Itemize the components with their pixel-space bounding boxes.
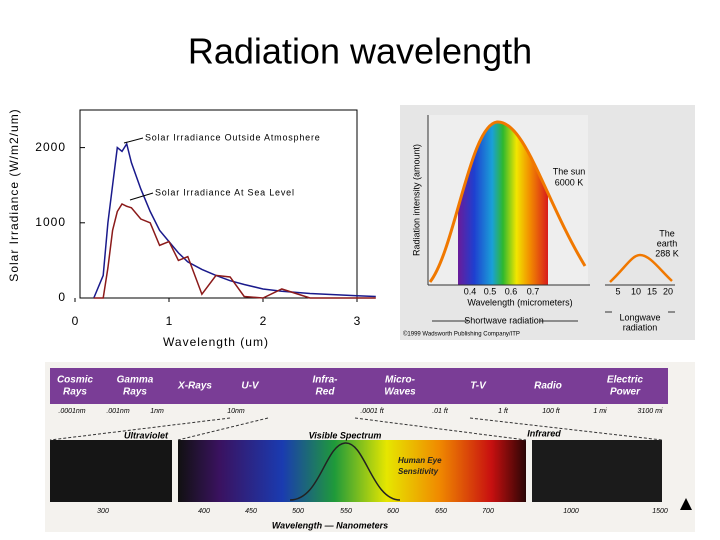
nm-axis-label: Wavelength — Nanometers (272, 520, 388, 530)
y-tick-label: 0 (58, 290, 66, 304)
band-label: Power (610, 387, 641, 398)
scale-label: 10nm (227, 408, 245, 415)
band-label: Electric (607, 375, 644, 386)
earth-curve (609, 253, 673, 283)
band-label: T-V (470, 381, 487, 392)
band-label: Red (316, 387, 336, 398)
sun-label: 6000 K (555, 177, 584, 187)
longwave-label: Longwave (619, 312, 660, 322)
y-axis-label: Radiation intensity (amount) (411, 144, 421, 256)
scale-label: 1nm (150, 408, 164, 415)
x-tick-label: 0.6 (505, 286, 518, 296)
region-label: Infrared (527, 428, 561, 438)
y-tick-label: 2000 (35, 140, 66, 154)
region-label: Visible Spectrum (309, 430, 382, 440)
x-tick-label: 2 (260, 314, 267, 328)
band-label: U-V (241, 381, 260, 392)
scale-label: .0001nm (58, 408, 85, 415)
band-label: Radio (534, 381, 562, 392)
eye-label: Human Eye (398, 456, 442, 465)
nm-tick-label: 400 (198, 508, 210, 515)
nm-tick-label: 550 (340, 508, 352, 515)
x-tick-label: 0 (72, 314, 79, 328)
y-tick-label: 1000 (35, 215, 66, 229)
x-tick-label: 0.7 (527, 286, 540, 296)
nm-tick-label: 600 (387, 508, 399, 515)
longwave-label: radiation (623, 322, 658, 332)
nm-tick-label: 700 (482, 508, 494, 515)
sun-label: The sun (553, 166, 586, 176)
credit: ©1999 Wadsworth Publishing Company/ITP (403, 331, 520, 338)
x-tick-label: 1 (166, 314, 173, 328)
band-label: Gamma (117, 375, 154, 386)
visible-band (178, 440, 526, 502)
scale-label: 1 mi (593, 408, 607, 415)
x-tick-label: 20 (663, 286, 673, 296)
scale-label: 100 ft (542, 408, 561, 415)
nm-tick-label: 450 (245, 508, 257, 515)
blackbody-diagram: Radiation intensity (amount) 0.4 0.5 0.6 0.7… (400, 105, 695, 340)
nm-tick-label: 1500 (652, 508, 668, 515)
scale-label: .0001 ft (360, 408, 384, 415)
x-tick-label: 5 (615, 286, 620, 296)
nm-tick-label: 650 (435, 508, 447, 515)
series-line (93, 203, 376, 299)
sun-curve (428, 120, 587, 283)
region-label: Ultraviolet (124, 430, 169, 440)
plot-frame (79, 109, 358, 299)
x-tick-label: 10 (631, 286, 641, 296)
scale-label: 3100 mi (638, 408, 663, 415)
eye-curve (289, 442, 401, 501)
eye-label: Sensitivity (398, 467, 439, 476)
x-tick-label: 15 (647, 286, 657, 296)
earth-label: 288 K (655, 248, 679, 258)
band-label: Waves (384, 387, 416, 398)
scale-label: .001nm (106, 408, 130, 415)
nm-tick-label: 500 (292, 508, 304, 515)
x-tick-label: 0.4 (464, 286, 477, 296)
band-strip (50, 368, 668, 404)
earth-label: earth (657, 238, 678, 248)
nm-tick-label: 300 (97, 508, 109, 515)
irradiance-chart: 0 1000 2000 0 1 2 3 Wavelength (um) Solar Irradi… (7, 108, 376, 349)
band-label: Rays (123, 387, 147, 398)
ir-band (532, 440, 662, 502)
earth-label: The (659, 228, 675, 238)
annotation: Solar Irradiance At Sea Level (155, 187, 295, 197)
slide-title: Radiation wavelength (188, 31, 532, 72)
nm-tick-label: 1000 (563, 508, 579, 515)
y-axis-label: Solar Irradiance (W/m2/um) (7, 108, 21, 281)
uv-band (50, 440, 172, 502)
scale-label: 1 ft (498, 408, 509, 415)
triangle (680, 498, 692, 510)
x-axis-label: Wavelength (micrometers) (467, 297, 572, 307)
x-tick-label: 3 (354, 314, 361, 328)
band-label: Micro- (385, 375, 416, 386)
shortwave-label: Shortwave radiation (464, 315, 544, 325)
band-label: X-Rays (177, 381, 212, 392)
series-line (93, 141, 376, 299)
band-label: Cosmic (57, 375, 94, 386)
annotation: Solar Irradiance Outside Atmosphere (145, 132, 321, 142)
scale-label: .01 ft (432, 408, 449, 415)
band-label: Infra- (313, 375, 339, 386)
zoom-lines (49, 417, 663, 441)
band-label: Rays (63, 387, 87, 398)
annotation-line (129, 192, 154, 201)
x-axis-label: Wavelength (um) (163, 335, 269, 349)
x-tick-label: 0.5 (484, 286, 497, 296)
annotation-line (123, 137, 144, 144)
